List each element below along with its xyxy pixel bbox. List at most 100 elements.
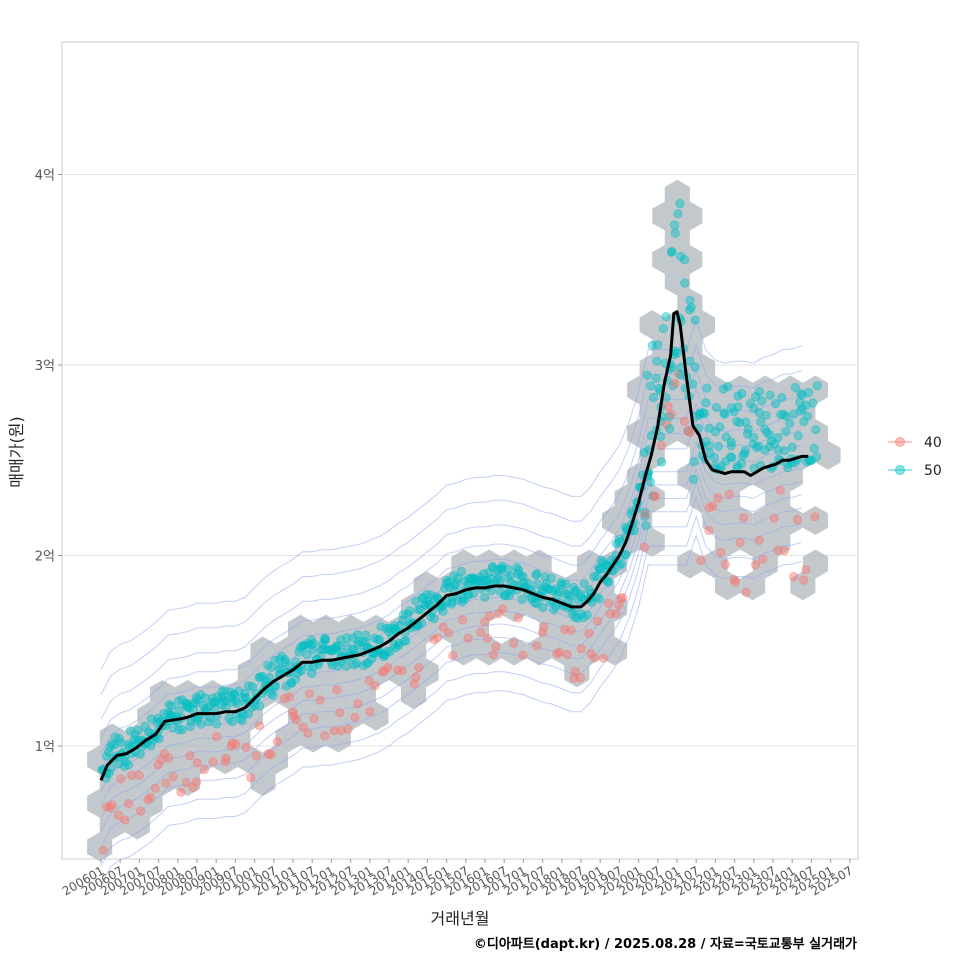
point-50 (689, 457, 699, 467)
hex-bin (99, 810, 125, 840)
hex-bin (576, 636, 602, 666)
point-40 (113, 810, 123, 820)
point-40 (432, 633, 442, 643)
point-50 (442, 575, 452, 586)
point-40 (127, 770, 137, 780)
point-40 (663, 401, 673, 411)
point-50 (146, 741, 156, 751)
legend: 40 50 (888, 435, 942, 479)
point-40 (696, 555, 706, 566)
x-axis-title: 거래년월 (431, 909, 490, 928)
point-40 (735, 537, 745, 548)
point-40 (640, 509, 650, 519)
point-50 (812, 381, 822, 391)
point-50 (673, 209, 683, 219)
point-40 (411, 672, 421, 682)
point-50 (286, 678, 296, 688)
point-50 (280, 654, 290, 665)
point-40 (666, 409, 676, 419)
point-40 (254, 721, 265, 731)
point-50 (641, 520, 651, 531)
point-50 (713, 441, 724, 451)
point-50 (745, 398, 756, 409)
point-40 (482, 633, 493, 644)
point-40 (566, 625, 576, 635)
hex-bin (777, 506, 803, 535)
point-50 (174, 725, 184, 735)
point-40 (730, 577, 741, 587)
hex-bin (802, 375, 828, 405)
point-50 (790, 382, 801, 393)
point-50 (140, 721, 150, 732)
y-tick-label: 4억 (35, 169, 55, 184)
point-50 (616, 559, 627, 569)
point-50 (430, 593, 440, 604)
point-50 (770, 398, 781, 409)
point-50 (308, 638, 318, 649)
point-50 (456, 566, 466, 577)
point-50 (661, 312, 671, 322)
point-40 (98, 845, 108, 855)
point-40 (364, 676, 374, 686)
hex-bin (815, 440, 841, 470)
point-50 (125, 726, 135, 736)
hex-bin (564, 658, 590, 688)
point-50 (801, 400, 811, 410)
point-50 (517, 594, 527, 605)
point-50 (704, 441, 714, 451)
point-40 (570, 666, 580, 677)
hex-bin (677, 419, 703, 448)
y-axis: 1억 2억 3억 4억 (35, 169, 62, 755)
point-50 (727, 452, 737, 463)
point-40 (604, 598, 614, 608)
point-40 (769, 513, 779, 523)
point-50 (646, 381, 656, 391)
point-50 (642, 370, 652, 380)
hex-bin (149, 680, 175, 709)
point-50 (648, 392, 659, 403)
point-40 (773, 545, 783, 556)
point-40 (120, 815, 130, 825)
point-40 (335, 708, 345, 718)
point-40 (343, 724, 353, 734)
point-40 (181, 778, 191, 788)
point-50 (698, 407, 708, 418)
point-40 (266, 749, 276, 760)
point-50 (375, 634, 385, 645)
point-50 (104, 747, 114, 757)
point-50 (224, 713, 234, 724)
hex-bin (652, 201, 678, 231)
point-40 (211, 732, 222, 742)
point-50 (777, 392, 787, 403)
point-40 (383, 662, 393, 673)
hex-bin (237, 658, 263, 688)
point-50 (123, 760, 133, 770)
point-40 (750, 559, 761, 570)
point-50 (532, 579, 542, 589)
point-50 (773, 432, 783, 443)
point-50 (658, 323, 668, 334)
hex-bin (765, 527, 791, 557)
x-axis: 2006012006072007012007072008012008072009… (60, 859, 855, 899)
point-40 (136, 806, 146, 816)
point-40 (724, 489, 734, 499)
point-50 (133, 725, 143, 735)
point-40 (513, 613, 524, 623)
hex-bin (790, 571, 816, 601)
point-40 (246, 772, 256, 783)
point-40 (291, 714, 301, 725)
point-50 (268, 690, 278, 701)
point-50 (665, 424, 675, 434)
point-50 (765, 390, 775, 400)
point-40 (161, 778, 171, 788)
hex-bin (363, 701, 389, 731)
point-40 (303, 728, 313, 738)
point-50 (594, 594, 605, 604)
density-contours (100, 318, 802, 886)
point-40 (298, 722, 308, 732)
point-50 (229, 689, 239, 699)
point-50 (807, 455, 817, 465)
legend-label: 50 (924, 463, 942, 479)
point-40 (679, 416, 690, 426)
point-50 (811, 425, 821, 435)
